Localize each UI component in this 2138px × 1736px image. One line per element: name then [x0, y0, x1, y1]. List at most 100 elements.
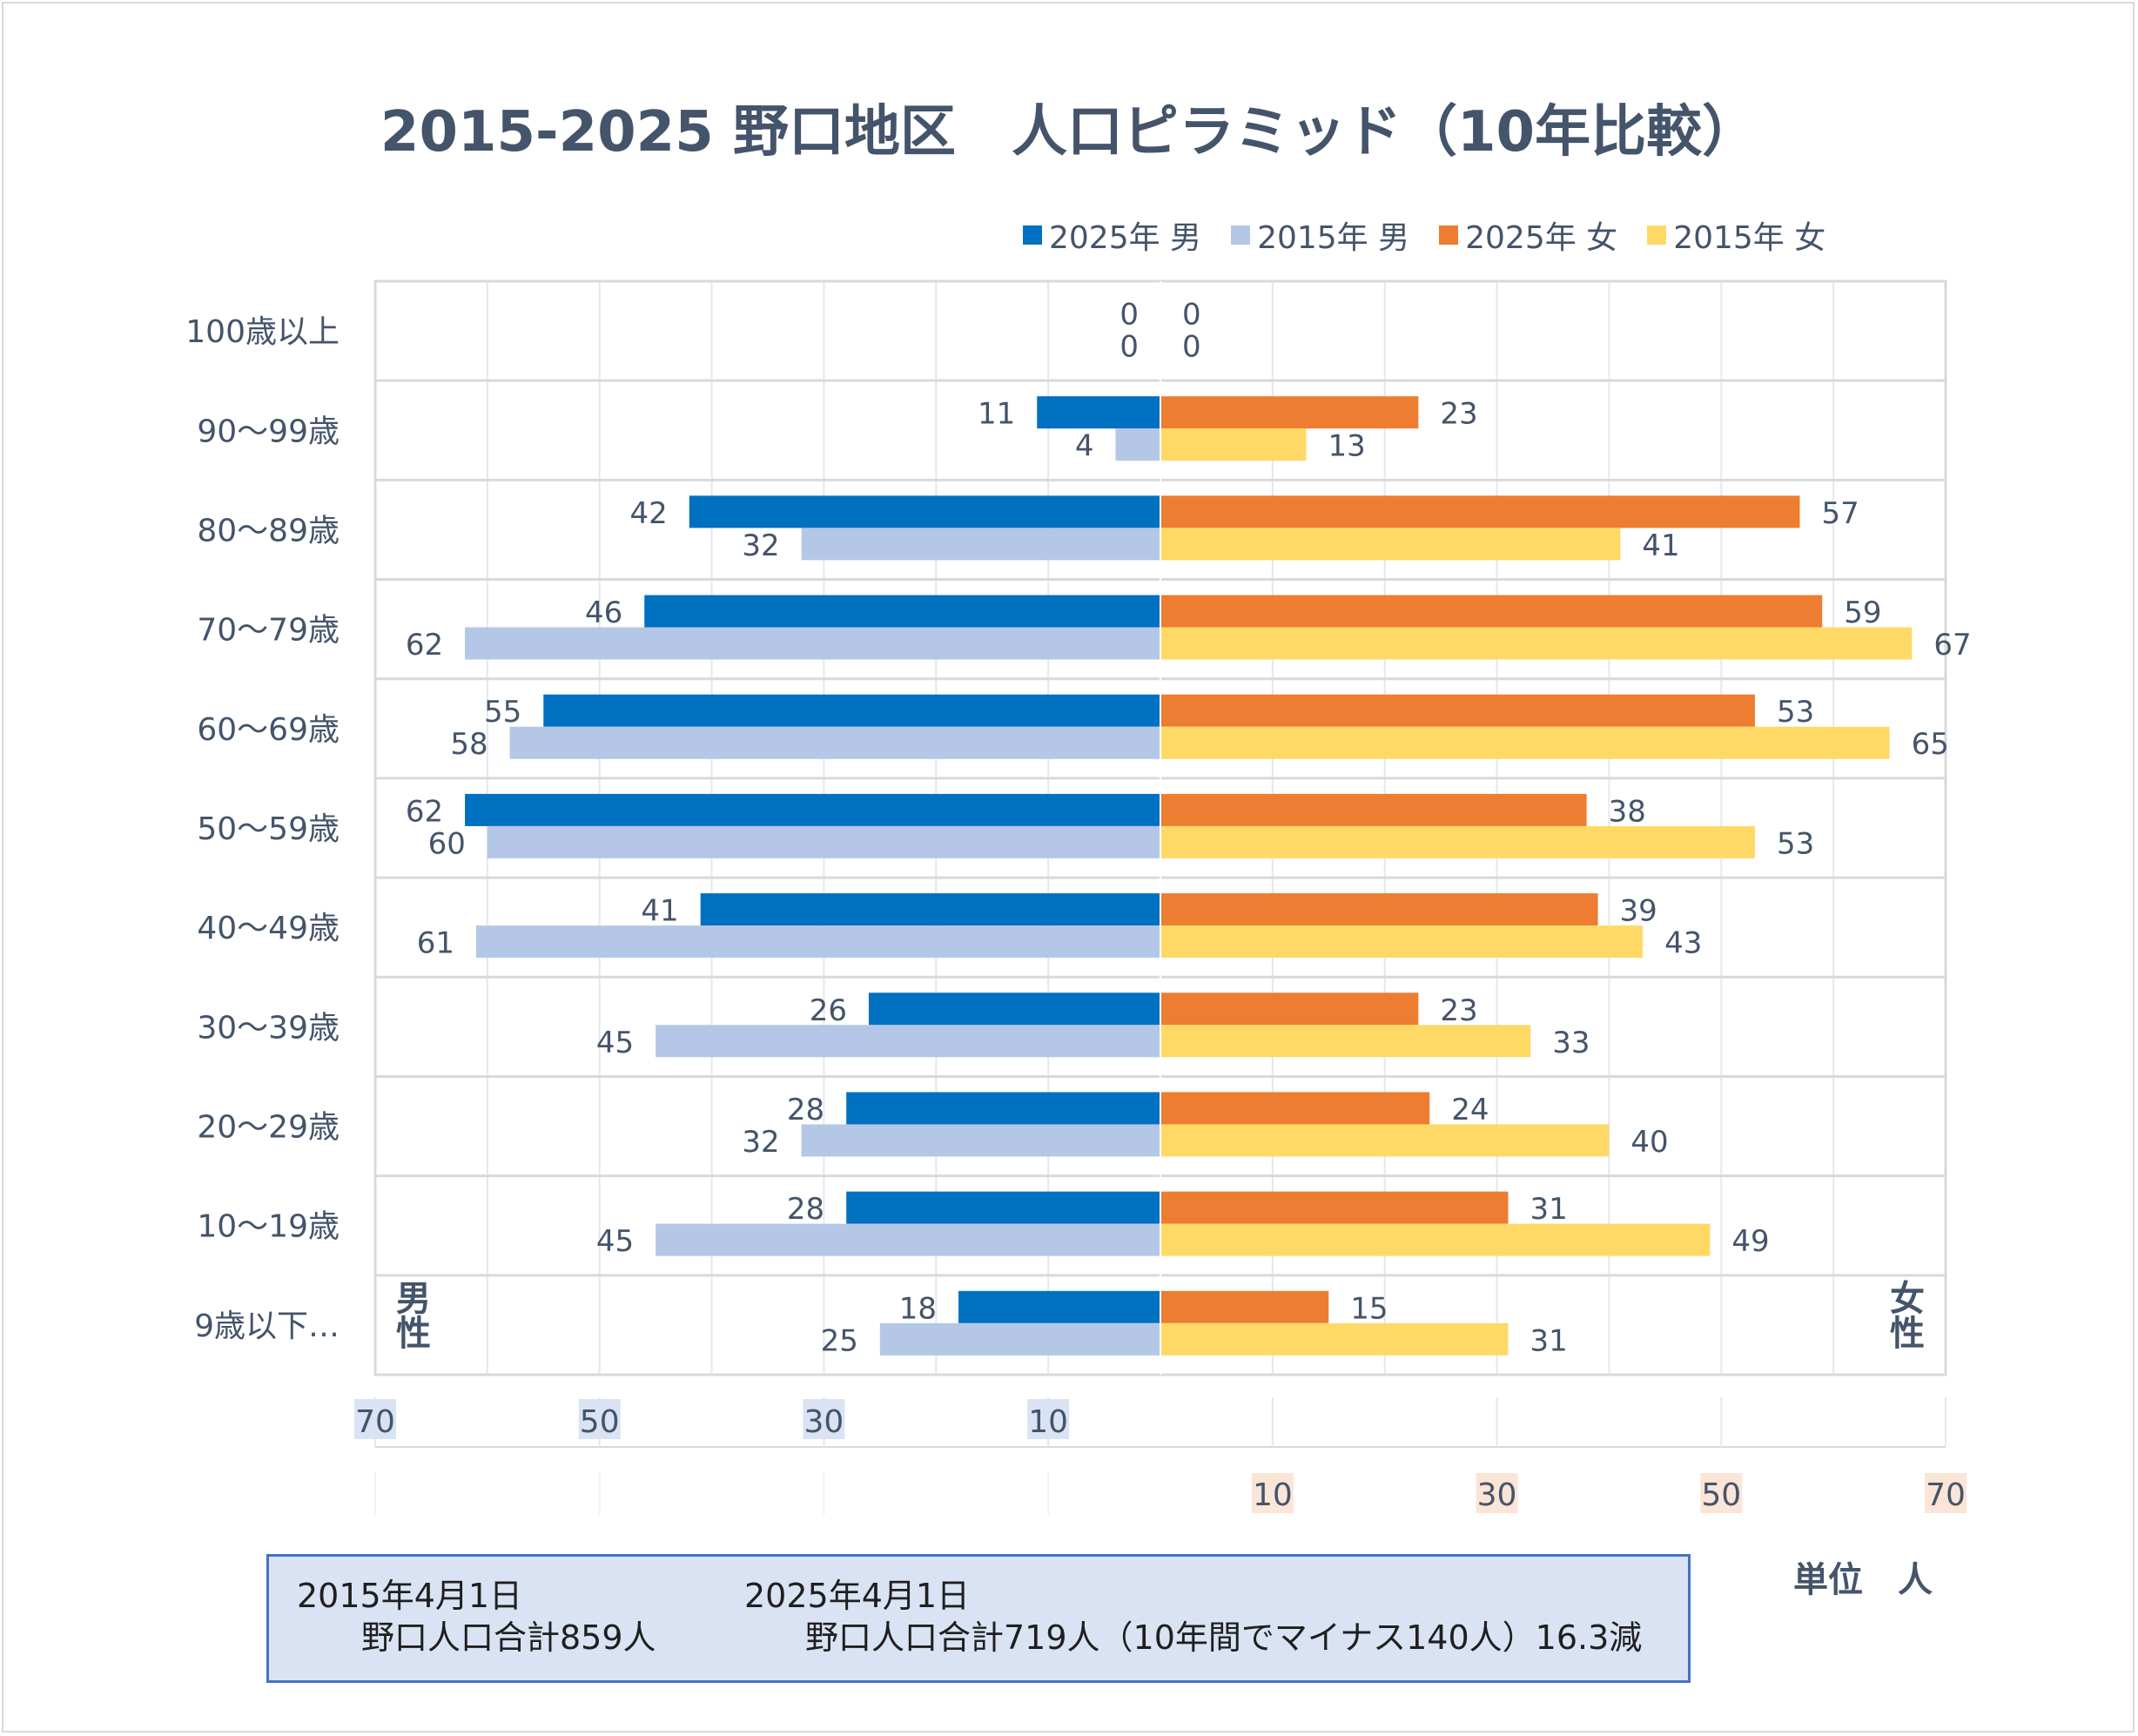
legend-label: 2015年 女	[1673, 220, 1826, 256]
female-tick-label: 50	[1701, 1477, 1741, 1513]
category-label: 40～49歳	[197, 911, 340, 946]
data-label: 11	[978, 397, 1015, 432]
bar-female-2025	[1160, 396, 1419, 429]
data-label: 28	[787, 1192, 824, 1227]
bar-male-2025	[700, 893, 1160, 926]
bar-male-2025	[958, 1290, 1160, 1323]
bar-female-2025	[1160, 694, 1755, 727]
data-label: 32	[742, 528, 779, 563]
data-label: 18	[899, 1291, 937, 1326]
data-label: 23	[1440, 993, 1477, 1028]
category-label: 9歳以下…	[194, 1309, 340, 1344]
data-label: 0	[1182, 330, 1201, 365]
bar-male-2025	[846, 1191, 1160, 1224]
bar-male-2015	[879, 1322, 1160, 1356]
bar-female-2015	[1160, 1322, 1509, 1356]
bar-female-2015	[1160, 925, 1644, 959]
male-tick-box	[1027, 1399, 1070, 1439]
category-label: 30～39歳	[197, 1010, 340, 1046]
note-total-2025: 野口人口合計719人（10年間でマイナス140人）16.3減	[805, 1618, 1643, 1657]
data-label: 38	[1609, 794, 1646, 829]
bar-female-2025	[1160, 1092, 1430, 1125]
data-label: 24	[1451, 1093, 1489, 1127]
data-label: 31	[1530, 1192, 1567, 1227]
data-label: 53	[1777, 695, 1814, 730]
bar-male-2025	[846, 1092, 1160, 1125]
gender-label-female: 性	[1890, 1314, 1925, 1354]
male-tick-box	[578, 1399, 621, 1439]
bar-female-2015	[1160, 1025, 1531, 1058]
female-tick-label: 10	[1253, 1477, 1293, 1513]
bar-male-2015	[475, 925, 1160, 959]
data-label: 23	[1440, 397, 1477, 432]
data-label: 45	[596, 1026, 634, 1060]
data-label: 67	[1933, 628, 1971, 663]
bar-female-2025	[1160, 595, 1823, 628]
chart-title: 2015-2025 野口地区 人口ピラミッド（10年比較）	[380, 100, 1758, 165]
bar-female-2015	[1160, 1124, 1610, 1157]
male-tick-box	[803, 1399, 845, 1439]
data-label: 0	[1182, 298, 1201, 333]
legend-swatch	[1647, 225, 1667, 245]
legend-label: 2025年 女	[1465, 220, 1618, 256]
data-label: 0	[1119, 298, 1139, 333]
data-label: 28	[787, 1093, 824, 1127]
legend-label: 2015年 男	[1257, 220, 1410, 256]
gender-label-male: 性	[396, 1314, 431, 1354]
male-tick-label: 50	[580, 1404, 620, 1440]
bar-male-2015	[487, 825, 1160, 858]
data-label: 13	[1328, 429, 1366, 464]
category-label: 50～59歳	[197, 811, 340, 847]
female-tick-box	[1476, 1473, 1518, 1513]
bar-female-2025	[1160, 893, 1598, 926]
bar-male-2025	[1037, 396, 1160, 429]
note-date-2025: 2025年4月1日	[744, 1577, 971, 1615]
data-label: 40	[1630, 1125, 1668, 1160]
female-tick-box	[1700, 1473, 1743, 1513]
legend-label: 2025年 男	[1049, 220, 1202, 256]
data-label: 41	[1642, 528, 1679, 563]
female-tick-box	[1925, 1473, 1967, 1513]
bar-female-2015	[1160, 825, 1755, 858]
data-label: 25	[821, 1323, 858, 1358]
data-label: 57	[1821, 496, 1859, 531]
bar-male-2015	[509, 726, 1160, 759]
data-label: 45	[596, 1224, 634, 1259]
data-label: 49	[1731, 1224, 1769, 1259]
note-date-2015: 2015年4月1日	[297, 1577, 523, 1615]
note-total-2015: 野口人口合計859人	[361, 1618, 656, 1657]
data-label: 62	[406, 794, 443, 829]
category-label: 20～29歳	[197, 1110, 340, 1146]
legend-item: 2025年 男	[1023, 212, 1201, 258]
legend-swatch	[1023, 225, 1042, 245]
legend-item: 2015年 女	[1647, 212, 1825, 258]
bar-male-2015	[656, 1025, 1160, 1058]
data-label: 62	[406, 628, 443, 663]
unit-label: 単位 人	[1793, 1560, 1933, 1600]
male-tick-label: 10	[1028, 1404, 1068, 1440]
bar-male-2015	[801, 1124, 1160, 1157]
data-label: 4	[1075, 429, 1094, 464]
data-label: 46	[585, 595, 622, 630]
data-label: 42	[630, 496, 668, 531]
data-label: 32	[742, 1125, 779, 1160]
bar-female-2015	[1160, 528, 1621, 561]
bar-male-2025	[543, 694, 1160, 727]
bar-female-2015	[1160, 1223, 1711, 1256]
bar-male-2025	[644, 595, 1160, 628]
data-label: 43	[1664, 926, 1702, 961]
bar-male-2015	[465, 627, 1160, 660]
bar-male-2025	[465, 793, 1160, 826]
bar-female-2015	[1160, 627, 1913, 660]
bar-female-2025	[1160, 992, 1419, 1026]
bar-female-2025	[1160, 793, 1587, 826]
data-label: 15	[1350, 1291, 1388, 1326]
bar-female-2025	[1160, 1191, 1509, 1224]
female-tick-label: 30	[1477, 1477, 1517, 1513]
data-label: 0	[1119, 330, 1139, 365]
male-tick-box	[354, 1399, 396, 1439]
legend-swatch	[1439, 225, 1459, 245]
bar-male-2025	[689, 495, 1160, 528]
